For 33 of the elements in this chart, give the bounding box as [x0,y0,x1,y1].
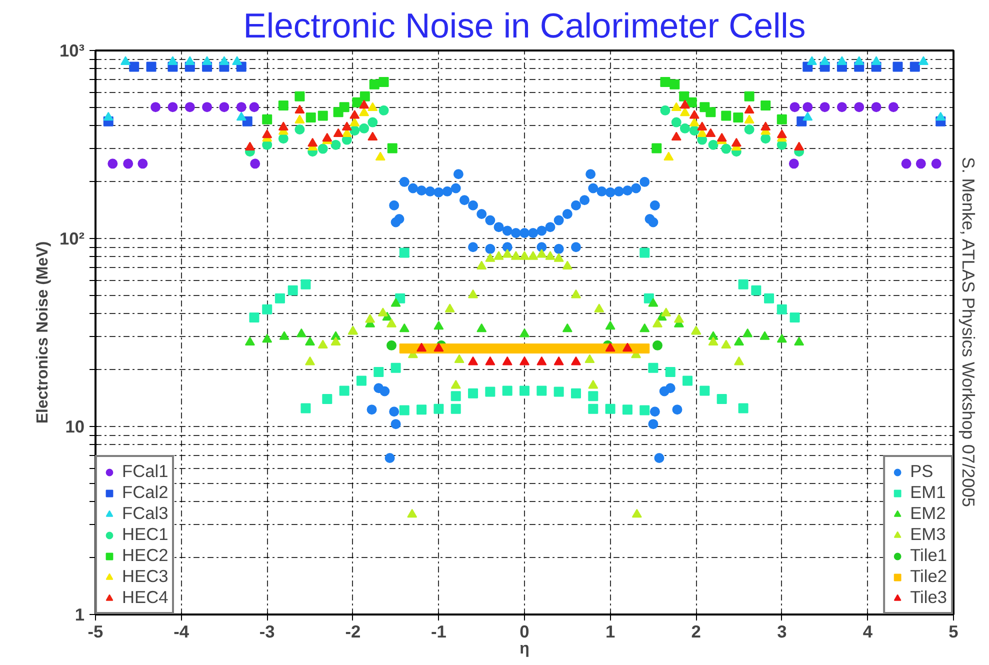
legend-label: HEC2 [122,545,168,566]
legend-label: FCal1 [122,461,168,482]
x-tick-label: 3 [777,622,788,642]
text: S. Menke, ATLAS Physics Workshop 07/2005 [958,157,978,507]
legend-label: FCal2 [122,482,168,503]
x-tick-label: 5 [948,622,959,642]
x-tick-label: -2 [345,622,361,642]
legend-label: HEC1 [122,524,168,545]
legend-label: HEC4 [122,587,168,608]
x-tick-label: 0 [520,622,530,642]
x-tick-label: -4 [174,622,190,642]
legend-label: EM3 [910,524,946,545]
x-tick-label: -3 [259,622,276,642]
x-tick-label: -5 [88,622,104,642]
y-axis-title: Electronics Noise (MeV) [34,241,52,424]
legend-label: Tile2 [910,566,947,587]
legend-label: EM1 [910,482,946,503]
legend-label: EM2 [910,503,946,524]
chart-title: Electronic Noise in Calorimeter Cells [243,8,806,46]
y-tick-label: 1 [74,604,85,624]
legend-label: Tile1 [910,545,947,566]
legend-label: HEC3 [122,566,168,587]
legend-label: PS [910,461,934,482]
x-tick-label: 4 [862,622,873,642]
y-tick-label: 10³ [59,40,85,60]
y-tick-label: 10² [59,228,85,248]
x-axis-title: η [520,640,530,658]
legend-label: FCal3 [122,503,168,524]
x-tick-label: 2 [691,622,701,642]
y-tick-label: 10 [65,416,85,436]
legend-label: Tile3 [910,587,947,608]
x-tick-label: -1 [430,622,447,642]
x-tick-label: 1 [605,622,616,642]
